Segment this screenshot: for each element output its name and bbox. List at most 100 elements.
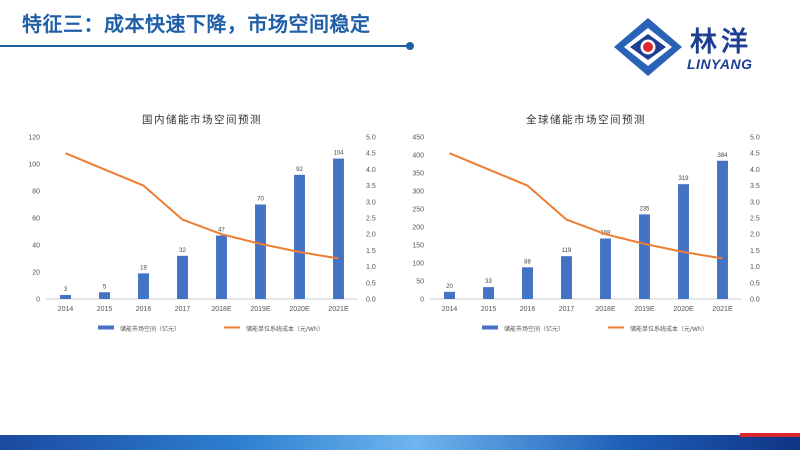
legend-swatch-bar — [482, 325, 498, 330]
bar — [600, 238, 611, 299]
chart-title: 全球储能市场空间预测 — [526, 113, 646, 126]
y-right-tick-label: 1.0 — [750, 264, 760, 271]
title-underline-dot — [406, 42, 414, 50]
bar — [639, 214, 650, 299]
bar-data-label: 33 — [485, 279, 492, 285]
y-left-tick-label: 0 — [420, 297, 424, 304]
bar-data-label: 88 — [524, 259, 531, 265]
y-left-tick-label: 120 — [28, 135, 40, 142]
bar — [216, 235, 227, 299]
bar-data-label: 235 — [639, 206, 650, 212]
bar-data-label: 32 — [179, 248, 186, 254]
bar-data-label: 70 — [257, 197, 264, 203]
x-tick-label: 2021E — [328, 306, 349, 313]
linyang-logo-icon — [614, 18, 682, 76]
y-left-tick-label: 50 — [416, 279, 424, 286]
logo-name-english: LINYANG — [687, 56, 753, 72]
legend-swatch-bar — [98, 325, 114, 330]
y-right-tick-label: 5.0 — [366, 135, 376, 142]
x-tick-label: 2015 — [481, 306, 497, 313]
bar-data-label: 319 — [678, 176, 689, 182]
y-left-tick-label: 200 — [412, 225, 424, 232]
y-right-tick-label: 4.5 — [750, 151, 760, 158]
bar — [294, 174, 305, 299]
chart-title: 国内储能市场空间预测 — [142, 113, 262, 126]
y-right-tick-label: 4.0 — [366, 167, 376, 174]
x-tick-label: 2014 — [58, 306, 74, 313]
bar — [255, 204, 266, 299]
y-left-tick-label: 100 — [28, 162, 40, 169]
x-tick-label: 2018E — [211, 306, 232, 313]
x-tick-label: 2021E — [712, 306, 733, 313]
x-tick-label: 2017 — [175, 306, 191, 313]
y-right-tick-label: 5.0 — [750, 135, 760, 142]
x-tick-label: 2019E — [250, 306, 271, 313]
y-left-tick-label: 0 — [36, 297, 40, 304]
y-right-tick-label: 2.0 — [750, 232, 760, 239]
y-right-tick-label: 1.0 — [366, 264, 376, 271]
y-right-tick-label: 0.0 — [750, 297, 760, 304]
y-left-tick-label: 450 — [412, 135, 424, 142]
y-left-tick-label: 150 — [412, 243, 424, 250]
y-right-tick-label: 2.5 — [366, 216, 376, 223]
footer-stripe — [0, 435, 800, 450]
y-right-tick-label: 0.5 — [366, 280, 376, 287]
bar — [561, 256, 572, 299]
y-right-tick-label: 2.0 — [366, 232, 376, 239]
bar-data-label: 47 — [218, 228, 225, 234]
y-right-tick-label: 0.0 — [366, 297, 376, 304]
x-tick-label: 2020E — [289, 306, 310, 313]
bar — [717, 160, 728, 299]
x-tick-label: 2016 — [520, 306, 536, 313]
y-left-tick-label: 400 — [412, 153, 424, 160]
global-storage-chart: 全球储能市场空间预测 0 50 100 150 200 250 300 350 400 450 0.0… — [402, 106, 782, 346]
legend-label-line: 储能单位系统成本（元/Wh） — [630, 325, 708, 333]
logo-name-chinese: 林洋 — [690, 27, 752, 58]
y-right-tick-label: 3.0 — [366, 199, 376, 206]
bar — [99, 292, 110, 299]
cost-line — [449, 152, 723, 260]
bar — [444, 291, 455, 299]
y-right-tick-label: 4.0 — [750, 167, 760, 174]
y-right-tick-label: 0.5 — [750, 280, 760, 287]
x-tick-label: 2017 — [559, 306, 575, 313]
global-chart-svg: 全球储能市场空间预测 0 50 100 150 200 250 300 350 400 450 0.0… — [412, 113, 760, 333]
bar — [333, 158, 344, 299]
x-tick-label: 2018E — [595, 306, 616, 313]
legend-label-line: 储能单位系统成本（元/Wh） — [246, 325, 324, 333]
bar-data-label: 5 — [103, 284, 107, 290]
bar — [177, 255, 188, 299]
y-left-tick-label: 40 — [32, 243, 40, 250]
bar-data-label: 19 — [140, 265, 147, 271]
footer-accent — [740, 433, 800, 437]
x-tick-label: 2019E — [634, 306, 655, 313]
y-right-tick-label: 1.5 — [366, 248, 376, 255]
cost-line — [65, 152, 339, 260]
title-underline — [0, 45, 410, 47]
company-logo: 林洋 LINYANG — [612, 16, 800, 80]
bar-data-label: 20 — [446, 284, 453, 290]
bar — [483, 287, 494, 299]
bar-data-label: 104 — [333, 151, 344, 157]
y-right-tick-label: 4.5 — [366, 151, 376, 158]
y-left-tick-label: 350 — [412, 171, 424, 178]
y-right-tick-label: 2.5 — [750, 216, 760, 223]
bar — [60, 294, 71, 299]
y-left-tick-label: 300 — [412, 189, 424, 196]
legend-label-bar: 储能市场空间（亿元） — [120, 325, 180, 333]
x-tick-label: 2016 — [136, 306, 152, 313]
y-left-tick-label: 20 — [32, 270, 40, 277]
bar-data-label: 384 — [717, 153, 728, 159]
y-right-tick-label: 3.5 — [750, 183, 760, 190]
y-right-tick-label: 3.5 — [366, 183, 376, 190]
legend-label-bar: 储能市场空间（亿元） — [504, 325, 564, 333]
y-right-tick-label: 1.5 — [750, 248, 760, 255]
bar — [138, 273, 149, 299]
bar — [522, 267, 533, 299]
bar-data-label: 3 — [64, 287, 68, 293]
y-left-tick-label: 80 — [32, 189, 40, 196]
y-left-tick-label: 60 — [32, 216, 40, 223]
y-left-tick-label: 250 — [412, 207, 424, 214]
y-right-tick-label: 3.0 — [750, 199, 760, 206]
bar — [678, 184, 689, 299]
